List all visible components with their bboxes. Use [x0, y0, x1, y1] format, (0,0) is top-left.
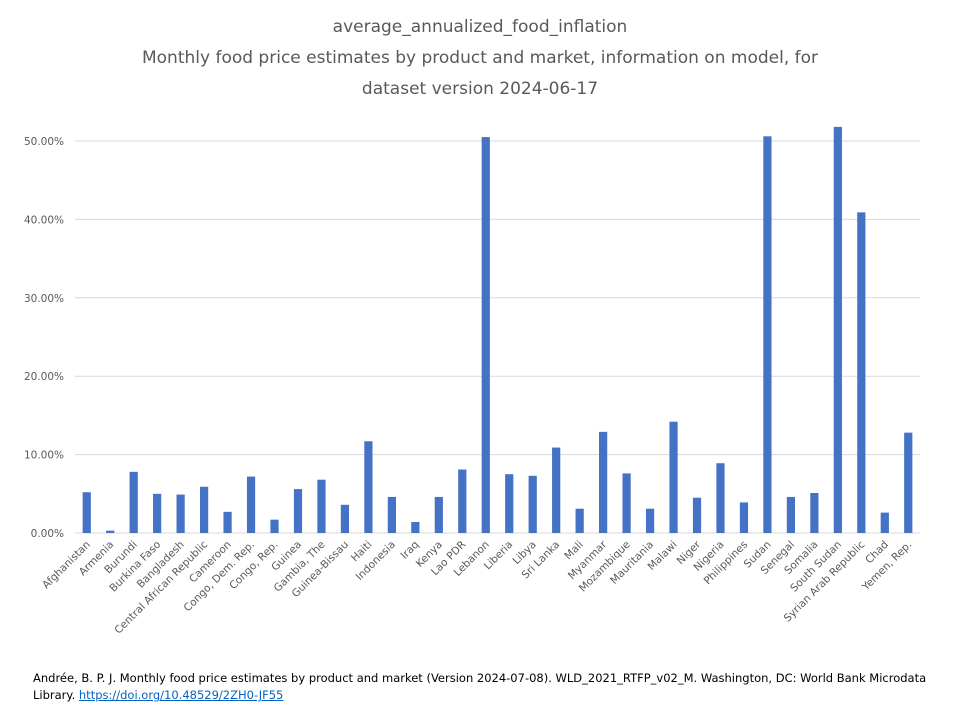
bar	[129, 471, 138, 533]
bar	[528, 475, 537, 533]
bar	[833, 126, 842, 533]
bar	[880, 512, 889, 533]
y-tick-label: 0.00%	[31, 528, 64, 540]
bar	[293, 489, 303, 533]
bar	[106, 530, 115, 533]
bar	[434, 496, 443, 533]
bar	[340, 504, 350, 533]
bar	[505, 474, 514, 533]
bar	[199, 486, 209, 533]
bar	[810, 493, 819, 533]
y-tick-label: 10.00%	[24, 450, 64, 462]
y-tick-label: 40.00%	[24, 214, 64, 226]
bar	[317, 479, 326, 533]
bar	[645, 508, 655, 533]
y-tick-label: 30.00%	[24, 293, 64, 305]
bar	[458, 469, 467, 533]
y-tick-label: 20.00%	[24, 371, 64, 383]
bar	[692, 497, 702, 533]
bar	[153, 493, 162, 533]
doi-link[interactable]: https://doi.org/10.48529/2ZH0-JF55	[78, 688, 284, 702]
bar	[246, 476, 256, 533]
bar	[739, 502, 749, 533]
bar	[176, 494, 185, 533]
gridlines	[75, 140, 920, 534]
bar	[411, 522, 420, 533]
bar	[552, 447, 561, 533]
bar	[481, 137, 490, 533]
bar	[599, 431, 608, 533]
chart-title-line: average_annualized_food_inflation	[333, 17, 628, 37]
bar	[82, 492, 91, 533]
bar	[575, 508, 584, 533]
chart-title: average_annualized_food_inflation Monthly…	[142, 17, 818, 99]
bar	[904, 432, 913, 533]
y-axis-tick-labels: 0.00% 10.00% 20.00% 30.00% 40.00% 50.00%	[24, 136, 64, 540]
y-tick-label: 50.00%	[24, 136, 64, 148]
bar	[857, 212, 866, 533]
bar	[387, 496, 396, 533]
bar	[763, 136, 772, 533]
chart-title-line: dataset version 2024-06-17	[362, 79, 598, 99]
bars	[82, 126, 913, 533]
bar	[622, 473, 631, 533]
source-citation: Andrée, B. P. J. Monthly food price esti…	[33, 670, 943, 704]
bar	[223, 511, 232, 533]
bar	[364, 441, 373, 533]
bar	[270, 519, 279, 533]
bar-chart: average_annualized_food_inflation Monthly…	[24, 17, 920, 636]
chart-title-line: Monthly food price estimates by product …	[142, 48, 818, 68]
bar	[669, 421, 678, 533]
bar	[786, 496, 796, 533]
citation-text: Andrée, B. P. J. Monthly food price esti…	[33, 671, 927, 702]
bar	[716, 463, 725, 533]
